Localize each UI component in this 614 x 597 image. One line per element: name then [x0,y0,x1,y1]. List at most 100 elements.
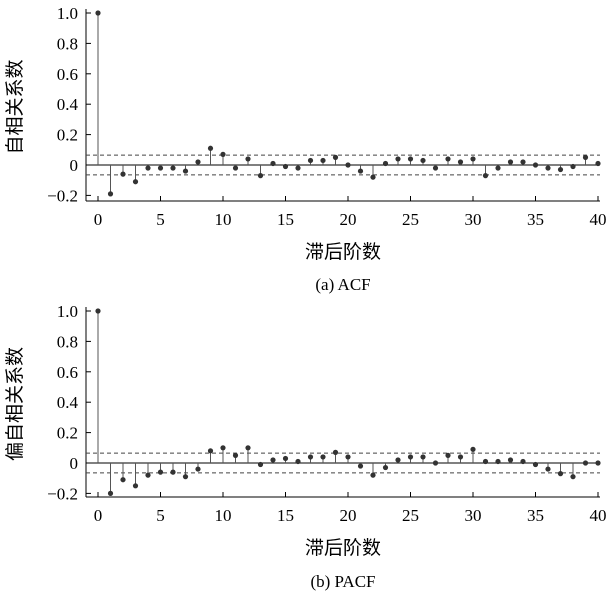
x-axis-title: 滞后阶数 [305,537,381,559]
stem-marker [557,471,564,477]
stem-marker [595,460,601,466]
stem-marker [95,10,101,16]
stem-marker [182,168,189,174]
x-tick-label: 5 [156,506,165,525]
y-tick-label: 0.2 [57,126,78,145]
x-tick-label: 30 [465,506,482,525]
y-tick-label: 1.0 [57,302,78,321]
stem-marker [345,454,351,460]
stem-marker [195,159,201,165]
y-tick-label: 0.4 [57,393,79,412]
x-tick-label: 20 [340,210,357,229]
stem-marker [320,157,326,164]
stem-marker [557,166,564,173]
stem-marker [570,163,576,170]
y-tick-label: 0.6 [57,363,78,382]
stem-marker [382,160,389,167]
stem-marker [282,455,289,462]
stem-marker [307,454,314,460]
stem-marker [95,308,101,314]
y-tick-label: 0.8 [57,332,78,351]
stem-marker [270,160,276,167]
stem-marker [470,446,476,452]
stem-marker [220,151,226,157]
y-tick-label: 0.6 [57,65,78,84]
stem-marker [407,156,414,162]
stem-marker [582,460,589,466]
stem-marker [232,452,239,458]
y-axis-title: 自相关系数 [4,59,26,154]
stem-marker [120,171,126,177]
stem-marker [432,165,439,171]
stem-marker [507,457,514,463]
stem-marker [457,159,464,165]
stem-marker [145,472,151,478]
stem-marker [507,159,514,165]
stem-marker [470,156,476,162]
y-tick-label: 1.0 [57,4,78,23]
x-tick-label: 20 [340,506,357,525]
stem-marker [120,477,126,483]
stem-marker [307,157,314,164]
stem-marker [407,454,414,460]
stem-marker [345,162,351,168]
stem-marker [107,490,114,496]
stem-marker [420,157,426,164]
stem-marker [582,154,589,160]
stem-marker [245,156,251,162]
stem-marker [282,163,289,170]
stem-marker [445,452,451,458]
stem-marker [570,474,576,480]
stem-marker [595,160,601,167]
x-tick-label: 0 [94,506,103,525]
stem-marker [370,472,376,478]
stem-marker [545,466,551,472]
stem-marker [420,454,426,460]
x-axis-title: 滞后阶数 [305,241,381,263]
stem-marker [357,168,364,174]
stem-marker [245,445,251,451]
pacf-panel: 1.0 0.8 0.6 0.4 0.2 0 −0.2 0 5 10 15 20 25 30 35 40 滞后阶数… [4,302,607,591]
stem-marker [395,156,401,162]
stem-marker [520,458,526,465]
stem-marker [257,461,264,468]
y-tick-label: 0 [70,454,79,473]
stem-marker [495,458,501,465]
y-tick-label: 0.2 [57,424,78,443]
stem-marker [295,458,301,465]
stem-marker [207,145,214,151]
stem-marker [257,173,264,179]
stem-marker [170,165,176,171]
x-tick-label: 40 [590,506,607,525]
x-tick-label: 35 [527,210,544,229]
stem-marker [332,154,339,160]
stem-marker [495,165,501,171]
stem-marker [532,461,539,468]
stem-marker [457,454,464,460]
stem-marker [532,162,539,168]
y-tick-label: −0.2 [47,186,78,205]
stem-marker [482,458,489,465]
stem-marker [157,469,164,475]
y-axis-title: 偏自相关系数 [4,347,26,461]
stem-marker [195,466,201,472]
x-tick-label: 40 [590,210,607,229]
stem-marker [520,159,526,165]
stem-marker [370,174,376,180]
stem-marker [145,165,151,171]
stem-marker [170,469,176,475]
stem-marker [320,454,326,460]
x-tick-label: 35 [527,506,544,525]
stem-marker [357,463,364,469]
panel-caption: (b) PACF [310,572,375,591]
stem-marker [382,464,389,471]
x-tick-label: 10 [215,506,232,525]
stem-marker [295,165,301,171]
stem-marker [232,165,239,171]
stem-marker [182,474,189,480]
x-tick-label: 0 [94,210,103,229]
x-tick-label: 15 [277,210,294,229]
stem-marker [432,460,439,466]
acf-panel: 1.0 0.8 0.6 0.4 0.2 0 −0.2 0 5 10 15 20 25 30 35 40 滞后阶数… [4,4,607,294]
